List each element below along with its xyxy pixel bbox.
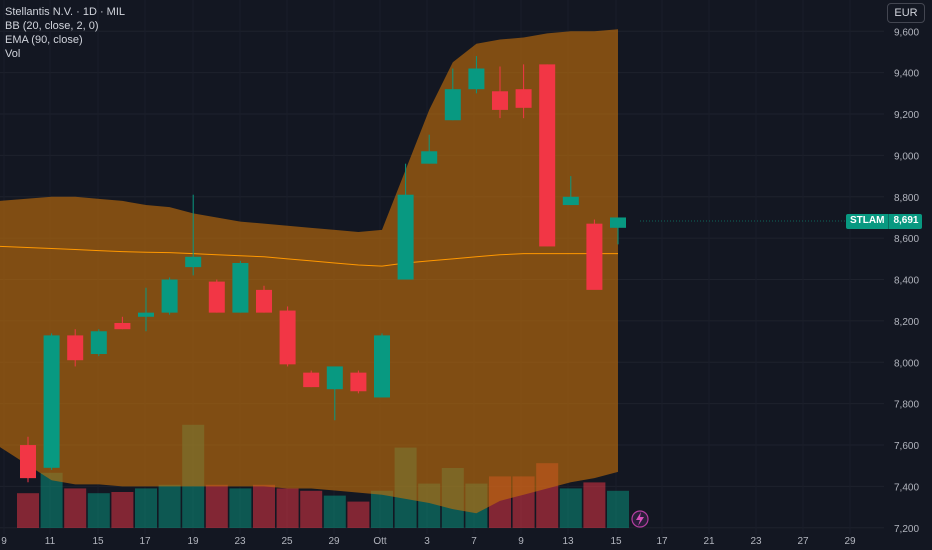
time-tick-label: 17 [656, 536, 668, 547]
time-tick-label: 15 [610, 536, 622, 547]
ema-indicator-label[interactable]: EMA (90, close) [5, 34, 83, 46]
volume-bar [347, 501, 370, 528]
volume-bar [323, 495, 346, 528]
candle-body [256, 289, 272, 313]
price-tick-label: 7,400 [894, 482, 919, 493]
time-tick-label: 21 [703, 536, 715, 547]
candle-body [114, 322, 131, 330]
ema-line [0, 245, 618, 267]
candle-body [586, 223, 603, 290]
time-tick-label: 11 [45, 536, 56, 547]
price-tick-label: 7,800 [894, 400, 919, 411]
candle-body [610, 217, 626, 228]
time-tick-label: 23 [234, 536, 246, 547]
candle-body [279, 310, 296, 365]
volume-bar [583, 482, 606, 528]
candlesticks [20, 56, 626, 483]
candle-body [350, 372, 367, 392]
time-tick-label: 13 [562, 536, 574, 547]
volume-bar [158, 484, 181, 528]
candle-body [303, 372, 320, 388]
price-tick-label: 8,600 [894, 234, 919, 245]
candle-body [397, 194, 414, 280]
price-tag-symbol: STLAM [846, 214, 889, 229]
volume-bar [607, 490, 629, 528]
price-tick-label: 9,000 [894, 151, 919, 162]
candle-body [67, 335, 84, 361]
time-tick-label: 17 [139, 536, 151, 547]
time-tick-label: 29 [844, 536, 856, 547]
time-tick-label: 3 [424, 536, 430, 547]
candle-body [444, 89, 461, 121]
volume-bar [111, 492, 134, 528]
candle-body [421, 151, 438, 164]
candle-body [326, 366, 343, 390]
bb-band-fill [0, 29, 618, 514]
candle-body [562, 196, 579, 206]
candle-body [232, 262, 249, 313]
volume-bar [205, 484, 228, 528]
time-tick-label: 23 [750, 536, 762, 547]
time-tick-label: 9 [1, 536, 7, 547]
volume-bar [276, 488, 299, 528]
candle-body [90, 331, 107, 355]
time-tick-label: 27 [797, 536, 809, 547]
time-tick-label: 15 [92, 536, 104, 547]
volume-bar [253, 484, 275, 528]
time-tick-label: Ott [373, 536, 387, 547]
volume-bar [229, 488, 252, 528]
price-tick-label: 7,200 [894, 524, 919, 535]
price-tag-value: 8,691 [888, 214, 923, 229]
time-tick-label: 29 [328, 536, 340, 547]
price-tick-label: 9,200 [894, 110, 919, 121]
time-tick-label: 25 [281, 536, 293, 547]
price-tick-label: 9,400 [894, 69, 919, 80]
volume-bar [87, 493, 110, 528]
last-price-tag: STLAM 8,691 [846, 214, 923, 229]
candle-body [20, 445, 36, 479]
candle-body [539, 64, 556, 247]
price-axis[interactable]: 9,600 9,400 9,200 9,000 8,800 8,600 8,400 8,200… [894, 27, 919, 535]
volume-bar [40, 472, 63, 528]
volume-bar [559, 488, 582, 528]
price-tick-label: 7,600 [894, 441, 919, 452]
volume-bar [64, 488, 87, 528]
volume-bar [135, 488, 157, 528]
currency-button[interactable]: EUR [887, 3, 925, 23]
bollinger-band [0, 29, 618, 514]
price-tick-label: 8,400 [894, 276, 919, 287]
candle-body [208, 281, 225, 313]
indicator-legend: Stellantis N.V. · 1D · MIL BB (20, close… [5, 5, 125, 61]
candle-body [185, 256, 202, 268]
volume-indicator-label[interactable]: Vol [5, 48, 21, 60]
volume-bar [371, 490, 393, 528]
time-axis[interactable]: 9 11 15 17 19 23 25 29 Ott 3 7 9 13 15 17 21 23 27 29 [1, 536, 856, 547]
candle-body [43, 335, 60, 468]
volume-bar [17, 493, 39, 528]
lightning-icon[interactable] [631, 510, 649, 528]
bb-indicator-label[interactable]: BB (20, close, 2, 0) [5, 20, 99, 32]
symbol-title[interactable]: Stellantis N.V. · 1D · MIL [5, 6, 126, 18]
candle-body [468, 68, 485, 90]
price-tick-label: 9,600 [894, 27, 919, 38]
candle-body [492, 91, 508, 110]
candle-body [374, 335, 390, 398]
candle-body [161, 279, 178, 313]
price-tick-label: 8,000 [894, 358, 919, 369]
volume-bar [300, 490, 323, 528]
price-tick-label: 8,200 [894, 317, 919, 328]
price-tick-label: 8,800 [894, 193, 919, 204]
time-tick-label: 7 [471, 536, 477, 547]
candle-body [515, 89, 532, 108]
time-tick-label: 9 [518, 536, 524, 547]
volume-bars [17, 424, 629, 528]
ema-path [0, 245, 618, 267]
time-tick-label: 19 [187, 536, 199, 547]
candle-body [138, 312, 154, 317]
